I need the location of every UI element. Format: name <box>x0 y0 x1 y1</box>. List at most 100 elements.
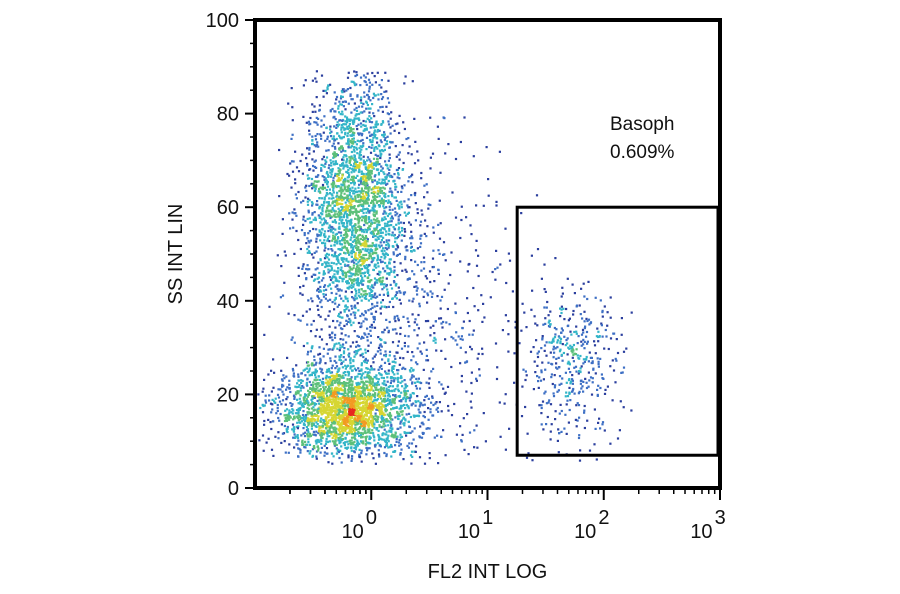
event-dot <box>343 310 346 313</box>
event-dot <box>326 185 330 188</box>
event-dot <box>358 296 362 299</box>
event-dot <box>410 194 413 197</box>
event-dot <box>317 308 320 311</box>
event-dot <box>370 279 373 282</box>
event-dot <box>355 273 358 276</box>
event-dot <box>327 461 330 464</box>
event-dot <box>425 427 428 430</box>
event-dot <box>337 384 340 387</box>
event-dot <box>374 386 377 389</box>
event-dot <box>300 381 303 384</box>
event-dot <box>351 157 354 160</box>
event-dot <box>404 407 407 410</box>
event-dot <box>376 247 379 251</box>
event-dot <box>350 442 353 445</box>
event-dot <box>320 167 323 170</box>
event-dot <box>338 123 341 126</box>
event-dot <box>295 166 299 169</box>
event-dot <box>334 172 337 175</box>
event-dot <box>407 446 410 449</box>
event-dot <box>327 253 330 256</box>
event-dot <box>320 134 323 137</box>
event-dot <box>396 414 399 418</box>
event-dot <box>359 151 362 154</box>
event-dot <box>324 89 327 92</box>
event-dot <box>341 119 344 122</box>
event-dot <box>386 444 389 447</box>
event-dot <box>353 397 356 400</box>
event-dot <box>374 133 377 137</box>
event-dot <box>432 226 435 229</box>
event-dot <box>364 175 367 178</box>
event-dot <box>311 204 314 207</box>
event-dot <box>384 269 387 273</box>
event-dot <box>385 318 388 321</box>
event-dot <box>350 203 353 206</box>
event-dot <box>324 376 327 379</box>
event-dot <box>333 209 336 212</box>
event-dot <box>338 225 341 228</box>
event-dot <box>366 176 369 179</box>
event-dot <box>352 297 355 300</box>
event-dot <box>342 222 346 225</box>
event-dot <box>291 423 295 426</box>
event-dot <box>385 140 389 143</box>
event-dot <box>357 277 360 280</box>
event-dot <box>341 374 344 377</box>
event-dot <box>358 431 361 435</box>
event-dot <box>343 347 346 350</box>
event-dot <box>307 441 310 444</box>
event-dot <box>347 372 351 375</box>
event-dot <box>339 97 343 100</box>
event-dot <box>342 381 346 384</box>
event-dot <box>325 421 328 424</box>
event-dot <box>291 106 294 109</box>
event-dot <box>371 357 374 360</box>
event-dot <box>370 244 373 247</box>
event-dot <box>384 246 387 250</box>
event-dot <box>307 417 310 420</box>
event-dot <box>387 195 390 198</box>
event-dot <box>357 309 360 312</box>
event-dot <box>373 355 376 358</box>
event-dot <box>371 425 374 428</box>
event-dot <box>357 225 360 228</box>
event-dot <box>385 243 388 247</box>
event-dot <box>440 410 443 413</box>
event-dot <box>376 128 380 132</box>
event-dot <box>325 262 328 265</box>
event-dot <box>362 402 365 405</box>
event-dot <box>316 409 319 412</box>
event-dot <box>323 196 326 199</box>
event-dot <box>352 433 355 436</box>
event-dot <box>374 153 377 156</box>
event-dot <box>286 430 289 434</box>
event-dot <box>313 446 316 449</box>
event-dot <box>360 281 363 285</box>
event-dot <box>336 175 339 178</box>
event-dot <box>307 232 310 235</box>
event-dot <box>311 401 314 404</box>
event-dot <box>326 86 329 89</box>
event-dot <box>339 189 342 192</box>
event-dot <box>368 131 371 134</box>
event-dot <box>323 198 326 201</box>
event-dot <box>432 367 435 370</box>
event-dot <box>299 449 302 452</box>
event-dot <box>333 442 336 445</box>
event-dot <box>318 396 321 399</box>
event-dot <box>392 394 395 397</box>
event-dot <box>413 321 416 324</box>
event-dot <box>369 165 372 168</box>
event-dot <box>387 246 390 249</box>
event-dot <box>341 246 344 249</box>
event-dot <box>353 154 356 157</box>
event-dot <box>306 400 309 403</box>
event-dot <box>379 411 382 414</box>
event-dot <box>382 394 385 397</box>
event-dot <box>328 419 331 422</box>
event-dot <box>384 196 387 199</box>
event-dot <box>383 145 386 148</box>
event-dot <box>375 420 378 423</box>
event-dot <box>366 441 369 444</box>
